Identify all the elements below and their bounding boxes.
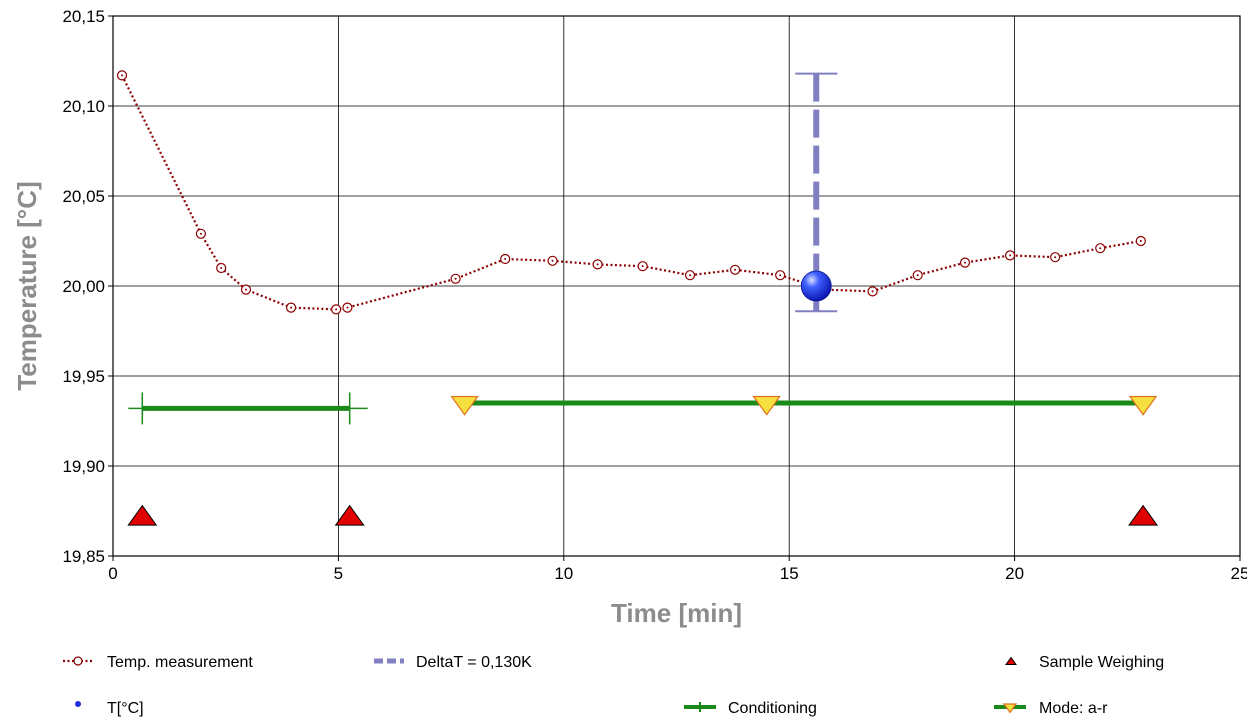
- temp-measurement-point: [637, 261, 648, 272]
- temp-measurement-point: [592, 259, 603, 270]
- y-axis-title: Temperature [°C]: [12, 181, 42, 390]
- sample-weighing-marker: [127, 504, 158, 526]
- temp-measurement-point: [240, 284, 252, 295]
- temp-measurement-point: [500, 253, 511, 265]
- temp-measurement-point: [1050, 252, 1061, 263]
- legend-label-tpoint: T[°C]: [107, 700, 144, 717]
- y-tick-label: 20,10: [62, 97, 105, 116]
- x-axis-ticks: 0 5 10 15 20 25: [108, 564, 1247, 583]
- temp-measurement-point: [1004, 250, 1016, 261]
- x-tick-label: 0: [108, 564, 117, 583]
- mode-marker: [450, 395, 479, 416]
- plot-area: [108, 15, 1241, 561]
- x-tick-label: 5: [334, 564, 343, 583]
- y-tick-label: 20,15: [62, 7, 105, 26]
- legend-swatch-tpoint: [75, 701, 81, 707]
- y-tick-label: 19,90: [62, 457, 105, 476]
- y-axis-ticks: 20,15 20,10 20,05 20,00 19,95 19,90 19,85: [62, 7, 105, 566]
- x-tick-label: 20: [1005, 564, 1024, 583]
- legend-swatch-mode: [994, 703, 1026, 714]
- temp-measurement-point: [1135, 235, 1146, 247]
- legend-label-temp: Temp. measurement: [107, 654, 253, 671]
- legend-swatch-temp: [63, 656, 93, 666]
- legend-label-mode: Mode: a-r: [1039, 700, 1108, 717]
- y-tick-label: 19,95: [62, 367, 105, 386]
- sample-weighing-marker: [334, 504, 365, 526]
- temp-measurement-point: [959, 257, 971, 268]
- legend-label-weighing: Sample Weighing: [1039, 654, 1164, 671]
- y-tick-label: 20,00: [62, 277, 105, 296]
- conditioning-segment: [128, 392, 368, 425]
- y-tick-label: 19,85: [62, 547, 105, 566]
- legend-label-deltaT: DeltaT = 0,130K: [416, 654, 532, 671]
- legend-swatch-conditioning: [684, 702, 716, 712]
- temp-measurement-point: [547, 255, 558, 266]
- x-axis-title: Time [min]: [611, 598, 742, 628]
- temp-measurement-point: [285, 302, 297, 313]
- temp-measurement-point: [216, 262, 227, 274]
- temp-measurement-point: [195, 228, 207, 239]
- temp-measurement-point: [331, 304, 342, 315]
- temp-measurement-point: [775, 270, 786, 281]
- legend-label-conditioning: Conditioning: [728, 700, 817, 717]
- legend-swatch-weighing: [1005, 656, 1017, 665]
- temp-measurement-point: [912, 270, 923, 281]
- temp-measurement-point: [867, 286, 878, 297]
- x-tick-label: 15: [780, 564, 799, 583]
- x-tick-label: 25: [1231, 564, 1247, 583]
- temp-measurement-point: [450, 273, 461, 284]
- temp-measurement-point: [1095, 243, 1106, 254]
- x-tick-label: 10: [554, 564, 573, 583]
- sample-weighing-marker: [1128, 504, 1159, 526]
- y-tick-label: 20,05: [62, 187, 105, 206]
- legend: Temp. measurement DeltaT = 0,130K Sample W…: [63, 654, 1164, 717]
- temp-measurement-point: [116, 70, 128, 81]
- mode-marker: [1128, 395, 1158, 416]
- mode-marker: [752, 395, 781, 416]
- series-layer: [116, 70, 1159, 526]
- temp-measurement-point: [684, 270, 696, 281]
- temp-measurement-point: [342, 302, 353, 313]
- t-point-marker: [800, 270, 832, 302]
- temp-measurement-point: [730, 264, 741, 275]
